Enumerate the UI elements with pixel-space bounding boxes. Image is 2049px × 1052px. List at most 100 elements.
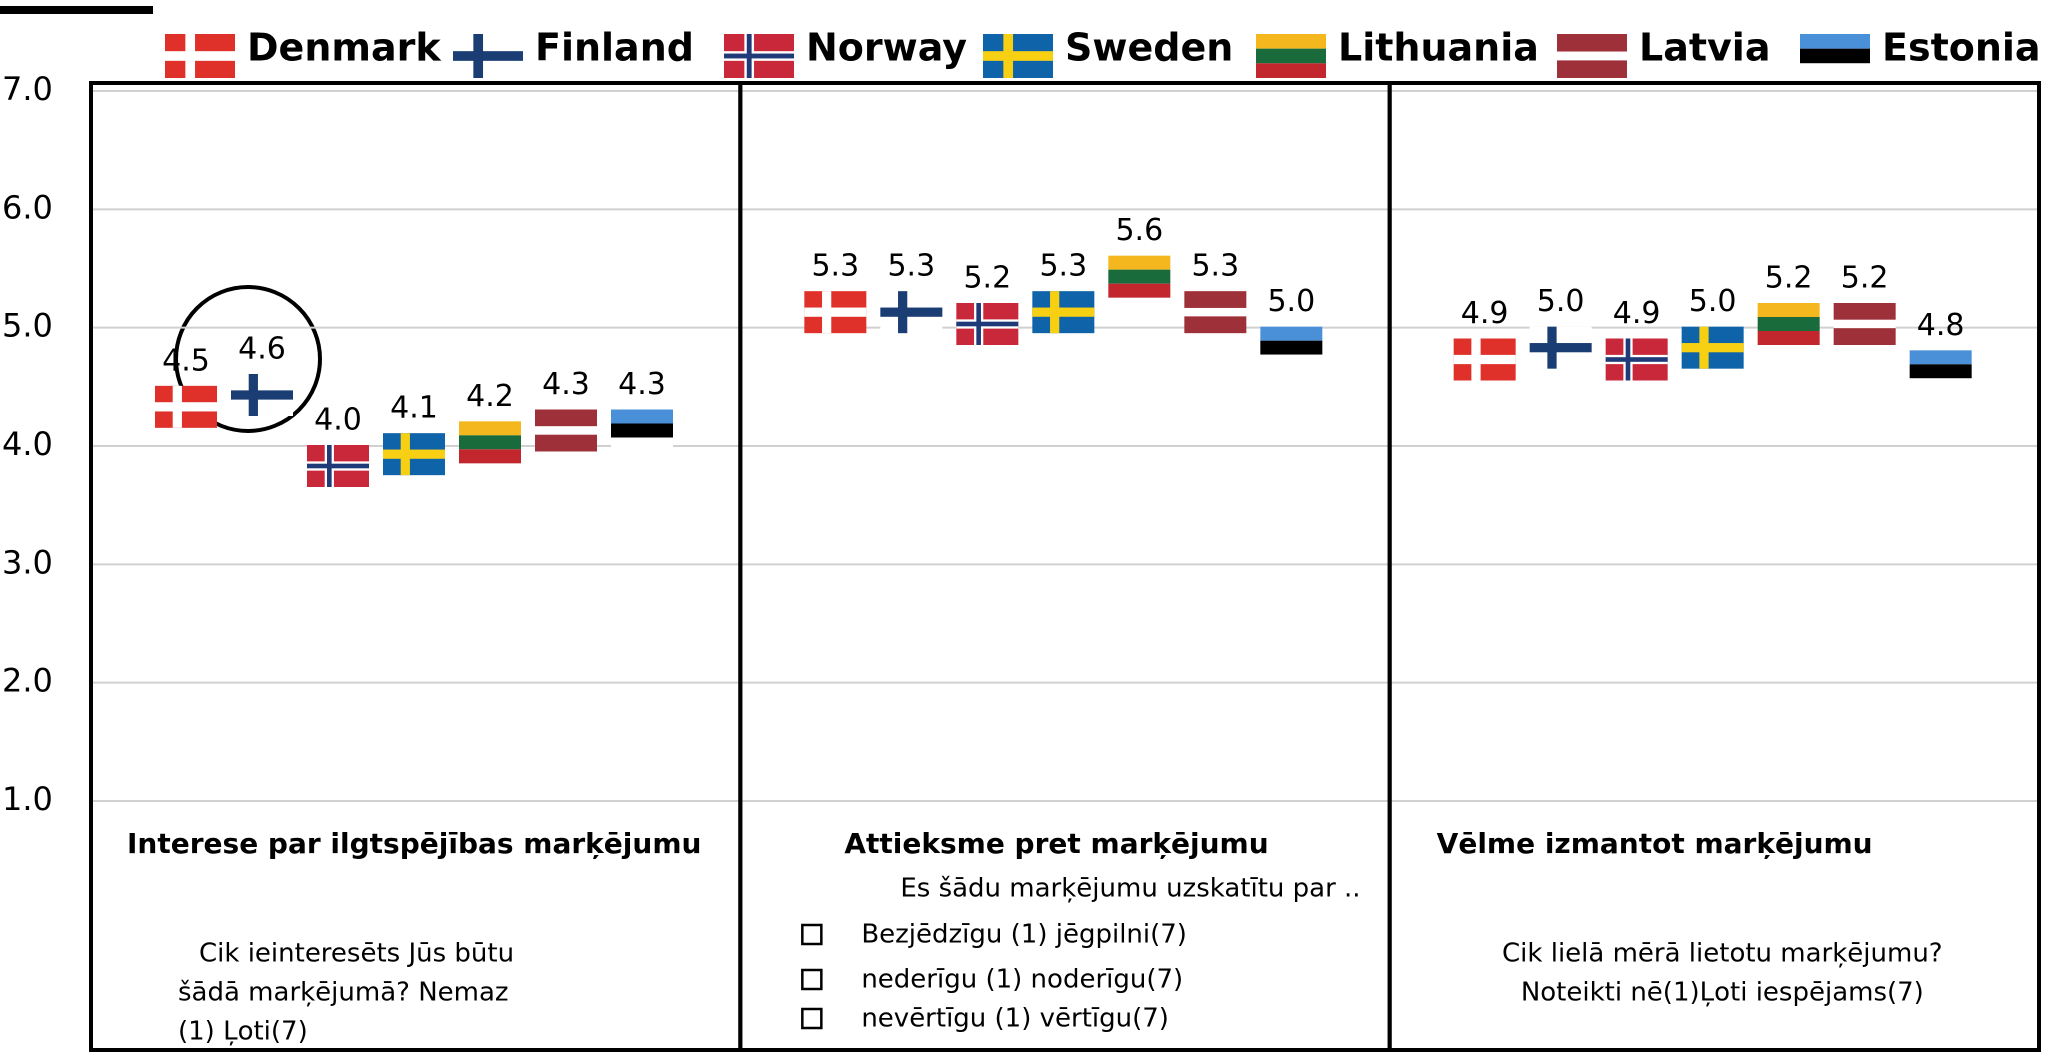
flag-stripe bbox=[1833, 319, 1896, 329]
legend-label: Finland bbox=[535, 26, 694, 70]
checkbox bbox=[801, 968, 823, 991]
flag-stripe bbox=[1108, 269, 1171, 284]
y-tick-label: 7.0 bbox=[2, 70, 53, 108]
flag-cross bbox=[231, 390, 293, 400]
flag-stripe bbox=[535, 426, 597, 435]
y-tick-label: 1.0 bbox=[2, 780, 53, 818]
flag-cross bbox=[1529, 343, 1592, 353]
checkbox bbox=[801, 923, 823, 946]
flag-marker bbox=[1605, 338, 1668, 381]
value-label: 4.2 bbox=[466, 379, 514, 414]
flag-marker bbox=[383, 433, 445, 476]
value-label: 5.2 bbox=[963, 261, 1011, 296]
flag-stripe bbox=[1800, 48, 1870, 64]
flag-cross bbox=[165, 51, 235, 61]
panel-note: Cik ieinteresēts Jūs būtu bbox=[199, 939, 514, 969]
flag-stripe bbox=[1557, 60, 1627, 78]
panel-note: Noteikti nē(1)Ļoti iespējams(7) bbox=[1521, 978, 1924, 1008]
value-label: 4.1 bbox=[390, 391, 438, 426]
y-tick-label: 5.0 bbox=[2, 307, 53, 345]
flag-stripe bbox=[1256, 63, 1326, 78]
legend-label: Latvia bbox=[1639, 26, 1770, 70]
value-label: 4.6 bbox=[238, 332, 286, 367]
flag-stripe bbox=[1833, 303, 1896, 320]
flag-marker bbox=[1681, 326, 1744, 369]
flag-cross bbox=[956, 321, 1019, 327]
flag-stripe bbox=[1108, 283, 1171, 298]
legend-label: Norway bbox=[806, 26, 967, 70]
legend-item: Norway bbox=[724, 26, 967, 78]
flag-marker bbox=[1260, 326, 1323, 369]
flag-stripe bbox=[1833, 328, 1896, 345]
flag-stripe bbox=[1909, 364, 1972, 379]
flag-marker bbox=[1108, 255, 1171, 298]
flag-stripe bbox=[1256, 48, 1326, 64]
corner-bar bbox=[0, 6, 153, 14]
panel-note: Es šādu marķējumu uzskatītu par .. bbox=[900, 874, 1360, 904]
flag-stripe bbox=[611, 423, 673, 438]
value-label: 4.5 bbox=[162, 343, 210, 378]
value-label: 5.0 bbox=[1267, 284, 1315, 319]
flag-stripe bbox=[1909, 378, 1972, 393]
y-tick-label: 3.0 bbox=[2, 543, 53, 581]
flag-stripe bbox=[459, 421, 521, 436]
flag-stripe bbox=[1557, 34, 1627, 52]
flag-marker bbox=[880, 291, 943, 334]
value-label: 5.0 bbox=[1689, 284, 1737, 319]
flag-stripe bbox=[611, 409, 673, 424]
value-label: 5.2 bbox=[1765, 261, 1813, 296]
y-tick-label: 2.0 bbox=[2, 662, 53, 700]
flag-stripe bbox=[1184, 291, 1247, 308]
flag-cross bbox=[1032, 307, 1095, 317]
value-label: 5.3 bbox=[1039, 249, 1087, 284]
flag-stripe bbox=[535, 434, 597, 452]
flag-stripe bbox=[1108, 255, 1171, 270]
value-label: 5.6 bbox=[1115, 213, 1163, 248]
flag-marker bbox=[231, 374, 293, 416]
highlight-circle bbox=[174, 285, 322, 433]
flag-marker bbox=[956, 303, 1019, 345]
flag-stripe bbox=[459, 449, 521, 464]
panel-note: nederīgu (1) noderīgu(7) bbox=[861, 965, 1183, 995]
flag-cross bbox=[453, 51, 523, 61]
flag-marker bbox=[1757, 303, 1820, 345]
checkbox bbox=[801, 1007, 823, 1030]
flag-marker bbox=[459, 421, 521, 464]
panel-note: šādā marķējumā? Nemaz bbox=[178, 978, 509, 1008]
flag-stripe bbox=[1260, 340, 1323, 355]
value-label: 4.0 bbox=[314, 403, 362, 438]
panel-title: Vēlme izmantot marķējumu bbox=[1437, 827, 1873, 860]
flag-marker bbox=[1833, 303, 1896, 345]
flag-marker bbox=[155, 385, 217, 428]
flag-cross bbox=[724, 53, 794, 59]
legend-item: Latvia bbox=[1557, 26, 1770, 78]
flag-cross bbox=[307, 463, 369, 469]
value-label: 5.3 bbox=[887, 249, 935, 284]
flag-stripe bbox=[459, 435, 521, 450]
flag-cross bbox=[983, 51, 1053, 61]
flag-stripe bbox=[1557, 51, 1627, 61]
flag-cross bbox=[1681, 343, 1744, 353]
flag-stripe bbox=[1757, 331, 1820, 345]
value-label: 5.3 bbox=[811, 249, 859, 284]
panel-note: (1) Ļoti(7) bbox=[178, 1017, 308, 1047]
legend-item: Lithuania bbox=[1256, 26, 1539, 78]
value-label: 4.9 bbox=[1461, 296, 1509, 331]
flag-marker bbox=[535, 409, 597, 452]
panel-note: nevērtīgu (1) vērtīgu(7) bbox=[861, 1004, 1169, 1034]
flag-stripe bbox=[1909, 350, 1972, 365]
value-label: 5.3 bbox=[1191, 249, 1239, 284]
panel-title: Attieksme pret marķējumu bbox=[844, 827, 1268, 860]
flag-stripe bbox=[1184, 316, 1247, 334]
legend-item: Finland bbox=[453, 26, 694, 78]
flag-marker bbox=[804, 291, 867, 334]
flag-stripe bbox=[1260, 354, 1323, 369]
value-label: 4.3 bbox=[542, 367, 590, 402]
flag-stripe bbox=[1757, 303, 1820, 317]
flag-marker bbox=[611, 409, 673, 452]
legend-item: Estonia bbox=[1800, 26, 2041, 78]
flag-marker bbox=[1032, 291, 1095, 334]
flag-stripe bbox=[1260, 326, 1323, 341]
panel-note: Bezjēdzīgu (1) jēgpilni(7) bbox=[861, 920, 1187, 950]
